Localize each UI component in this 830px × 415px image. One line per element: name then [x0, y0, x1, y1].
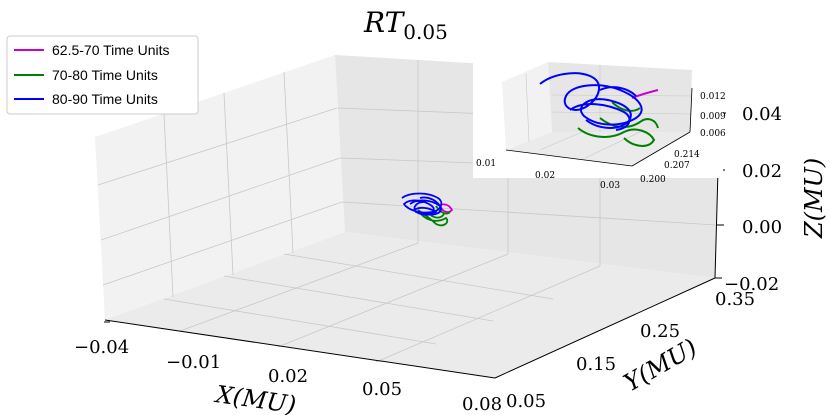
- legend: 62.5-70 Time Units 70-80 Time Units 80-9…: [6, 35, 199, 115]
- inset-z-tick: 0.009: [700, 112, 726, 122]
- y-tick-label: 0.25: [640, 321, 680, 342]
- inset-series-blue: [539, 72, 643, 131]
- inset-x-tick: 0.03: [600, 181, 620, 191]
- inset-back-pane: [548, 62, 692, 132]
- y-axis-label: Y(MU): [619, 333, 702, 397]
- y-tick-label: 0.15: [576, 354, 616, 375]
- inset-y-tick: 0.214: [674, 150, 700, 160]
- main-trajectory: [401, 192, 454, 227]
- z-tick-label: 0.04: [742, 104, 782, 125]
- legend-label: 62.5-70 Time Units: [52, 42, 170, 58]
- legend-label: 70-80 Time Units: [52, 67, 158, 83]
- x-tick-label: 0.05: [362, 379, 402, 400]
- inset-left-pane: [502, 62, 552, 150]
- x-tick-label: 0.08: [462, 394, 502, 415]
- inset-axis-edges: [505, 87, 693, 167]
- series-line-blue: [401, 192, 443, 216]
- inset-z-tick: 0.006: [700, 129, 726, 139]
- x-tick-label: −0.01: [166, 352, 221, 373]
- chart-title-main: RT: [363, 6, 406, 39]
- x-tick-label: −0.04: [74, 337, 129, 358]
- inset-plot: 0.01 0.02 0.03 0.200 0.207 0.214 0.006 0…: [473, 60, 726, 191]
- inset-y-tick: 0.200: [640, 175, 666, 185]
- inset-z-tick: 0.012: [700, 92, 726, 102]
- z-axis-label: Z(MU): [800, 158, 828, 239]
- floor-pane: [105, 232, 715, 378]
- inset-y-tick: 0.207: [664, 161, 690, 171]
- x-tick-label: 0.02: [268, 366, 308, 387]
- inset-x-tick: 0.01: [476, 159, 496, 169]
- y-tick-label: 0.35: [715, 289, 755, 310]
- chart-title-subscript: 0.05: [403, 20, 448, 44]
- chart-title: RT0.05: [363, 6, 448, 44]
- legend-box: [6, 35, 199, 115]
- series-line-magenta: [439, 203, 454, 213]
- inset-x-tick: 0.02: [535, 171, 555, 181]
- z-tick-label: 0.02: [742, 161, 782, 182]
- z-tick-label: 0.00: [742, 217, 782, 238]
- inset-trajectory: [539, 72, 659, 147]
- z-tick-label: −0.02: [724, 274, 779, 295]
- z-ticks: −0.02 0.00 0.02 0.04 Z(MU): [715, 104, 828, 295]
- y-tick-label: 0.05: [506, 391, 546, 412]
- inset-floor-pane: [506, 132, 690, 166]
- x-ticks: −0.04 −0.01 0.02 0.05 0.08 X(MU): [74, 321, 502, 415]
- legend-label: 80-90 Time Units: [52, 91, 158, 107]
- left-pane: [95, 55, 345, 320]
